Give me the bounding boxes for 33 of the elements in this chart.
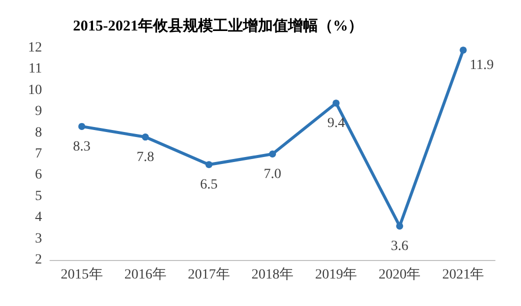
y-tick-label: 9: [35, 104, 42, 120]
data-label: 9.4: [327, 116, 345, 132]
data-label: 6.5: [200, 178, 218, 193]
data-label: 3.6: [390, 239, 408, 254]
point: [396, 222, 404, 230]
y-tick-label: 4: [35, 210, 42, 226]
y-tick-label: 3: [35, 231, 42, 246]
y-tick-label: 6: [35, 168, 42, 183]
data-label: 11.9: [470, 58, 494, 74]
x-tick-label: 2020年: [378, 266, 421, 282]
point: [142, 134, 149, 141]
x-tick-label: 2018年: [252, 266, 294, 282]
x-tick-label: 2015年: [60, 266, 103, 282]
y-tick-label: 11: [28, 62, 42, 77]
data-label: 8.3: [73, 139, 91, 154]
data-label: 7.8: [136, 150, 154, 166]
point: [269, 150, 276, 158]
x-tick-label: 2017年: [188, 266, 230, 282]
point: [332, 100, 340, 107]
point: [78, 122, 86, 130]
y-tick-label: 5: [35, 188, 42, 204]
y-tick-label: 2: [35, 252, 42, 268]
data-label: 7.0: [264, 167, 282, 182]
x-tick-label: 2016年: [124, 266, 166, 282]
point: [460, 46, 467, 54]
x-tick-label: 2021年: [442, 266, 484, 282]
x-tick-label: 2019年: [315, 266, 358, 282]
y-tick-label: 8: [35, 125, 42, 140]
y-tick-label: 7: [35, 146, 42, 162]
y-tick-label: 12: [28, 40, 42, 56]
y-tick-label: 10: [28, 82, 42, 98]
point: [205, 161, 212, 168]
chart-title: 2015-2021年攸县规模工业增加值增幅（%）: [73, 18, 363, 34]
